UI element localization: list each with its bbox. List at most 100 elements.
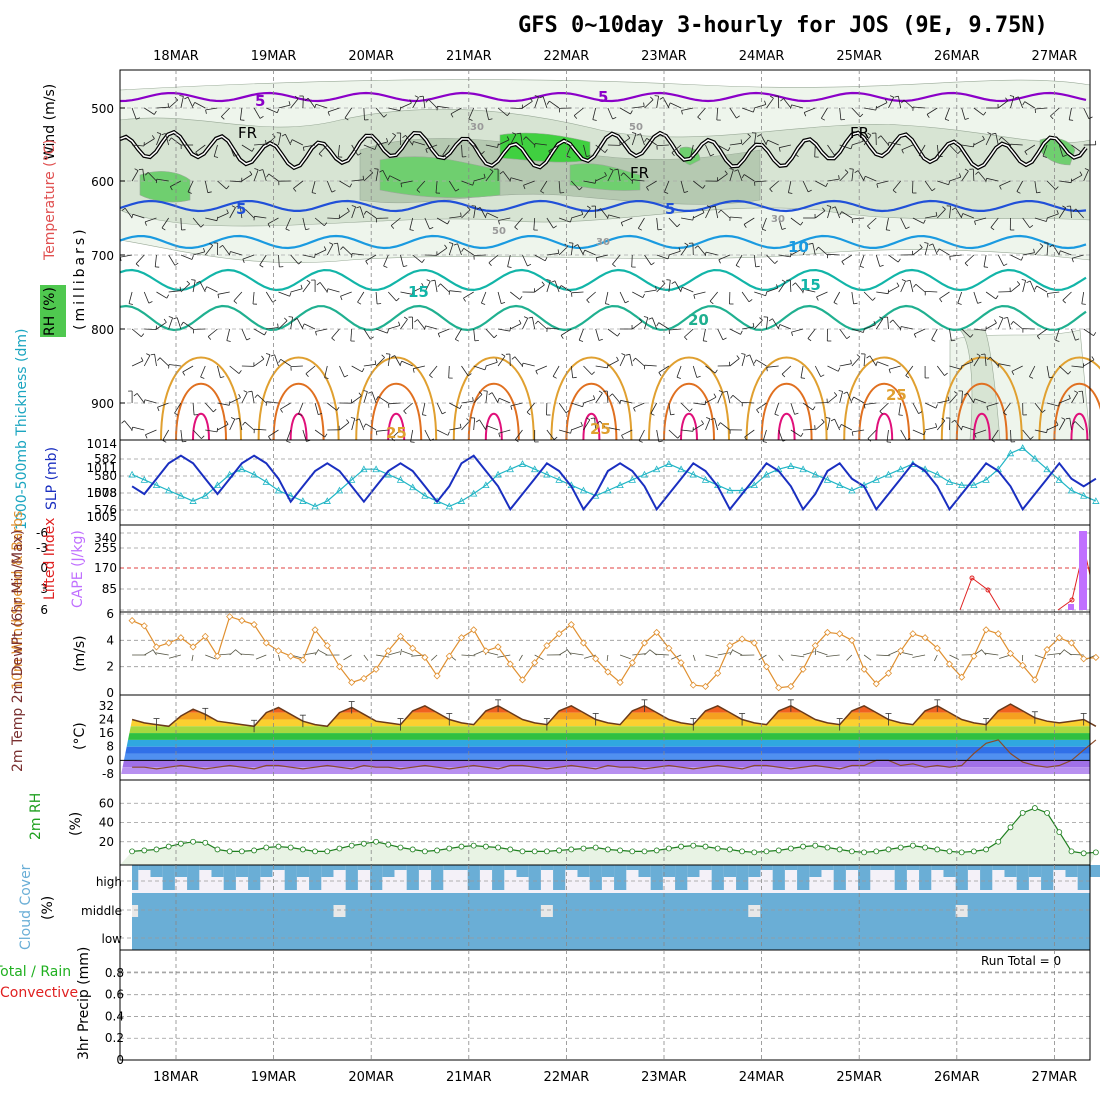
cloud-high-bar (906, 865, 920, 870)
rh-area (120, 808, 1096, 865)
wind-barb (800, 365, 804, 378)
wind-barb-flag (595, 257, 598, 262)
wind-barb-flag (349, 183, 353, 188)
wind-barb-flag (399, 106, 402, 111)
wind-speed-marker (165, 639, 173, 647)
wind-barb-flag (703, 340, 708, 342)
wind-barb-flag (375, 396, 379, 401)
wind-barb (509, 134, 517, 146)
wind-barb (939, 291, 950, 300)
wind-barb-flag (344, 117, 349, 121)
wind-barb-flag (133, 393, 138, 397)
cloud-high-bar (431, 865, 444, 890)
wind-barb-flag (497, 143, 499, 148)
wind-barb (293, 180, 304, 189)
wind-barb-flag (957, 302, 962, 305)
wind-barb (985, 322, 997, 330)
surface-wind-barb (1069, 654, 1084, 656)
wind-speed-marker (421, 653, 429, 662)
wind-barb-flag (414, 95, 419, 98)
cloud-high-bar (821, 865, 834, 870)
wind-barb-flag (507, 266, 512, 268)
wind-barb (864, 402, 877, 405)
date-label-bottom: 25MAR (836, 1070, 882, 1085)
wind-barb (388, 325, 400, 330)
wind-barb-flag (226, 209, 229, 214)
wind-barb-flag (935, 211, 938, 216)
wind-barb (375, 169, 379, 182)
wind-speed-marker (555, 630, 563, 638)
wind-barb (586, 291, 596, 301)
wind-barb (961, 361, 974, 367)
wind-barb (546, 252, 559, 256)
temp-band (120, 746, 1090, 754)
wind-barb-flag (800, 221, 804, 226)
wind-barb-flag (425, 99, 429, 103)
wind-barb-flag (762, 228, 767, 231)
wind-barb-flag (1016, 191, 1021, 194)
wind-barb-flag (723, 390, 728, 393)
wind-barb (534, 96, 539, 109)
wind-barb (932, 243, 938, 256)
rh-shading (379, 156, 501, 199)
temp-contour-25 (1038, 356, 1100, 441)
wind-barb (841, 424, 853, 431)
wind-barb (1062, 291, 1072, 301)
wind-barb-flag (643, 316, 648, 318)
wind-barb-flag (974, 220, 976, 226)
wind-barb-flag (242, 258, 245, 263)
thickness-marker (506, 465, 514, 473)
cloud-high-bar (211, 865, 224, 877)
temp-contour-25 (160, 356, 242, 441)
wind-barb (546, 217, 554, 229)
wind-barb-flag (138, 168, 143, 171)
wind-barb (949, 206, 952, 219)
wind-barb-flag (661, 280, 666, 284)
slp-tick: 1005 (86, 510, 117, 524)
wind-barb-flag (808, 242, 813, 245)
wind-barb (241, 144, 253, 152)
wind-barb (717, 328, 724, 340)
wind-barb (239, 418, 243, 431)
wind-barb-flag (286, 440, 291, 443)
wind-barb-flag (607, 363, 609, 368)
wind-barb-flag (145, 172, 149, 176)
wind-barb (422, 96, 426, 109)
wind-barb-flag (276, 132, 281, 134)
rh-marker (1056, 829, 1063, 836)
wind-barb (867, 217, 877, 227)
wind-barb-flag (837, 367, 841, 372)
wind-barb (629, 354, 633, 367)
wind-barb (668, 280, 671, 293)
wind-barb (717, 144, 729, 152)
wind-barb-flag (205, 109, 207, 114)
temp-contour-30 (272, 382, 325, 441)
wind-barb (841, 211, 853, 219)
wind-barb-flag (710, 153, 715, 157)
contour-label: 5 (236, 200, 246, 218)
wind-barb (124, 207, 133, 219)
wind-barb (365, 254, 377, 262)
temp-contour-25 (940, 356, 1023, 441)
wind-barb (522, 100, 533, 109)
wind-barb-flag (289, 292, 292, 297)
thickness-marker (640, 470, 649, 478)
wind-barb-flag (553, 436, 558, 440)
wind-barb-flag (156, 132, 161, 135)
wind-speed-marker (909, 630, 917, 638)
wind-barb-flag (191, 255, 194, 260)
wind-barb (595, 392, 603, 404)
wind-barb (205, 107, 218, 111)
rh-marker (775, 847, 782, 854)
wind-barb (359, 418, 365, 431)
wind-speed-marker (531, 659, 539, 667)
surface-wind-barb (314, 648, 320, 656)
wind-speed-marker (884, 669, 893, 677)
wind-barb (594, 417, 597, 431)
wind-barb-flag (402, 134, 406, 139)
wind-barb-flag (259, 264, 264, 268)
thickness-marker (177, 491, 185, 499)
wind-barb (912, 217, 924, 224)
cloud-high-bar (870, 865, 883, 870)
cloud-high-bar (894, 865, 907, 890)
